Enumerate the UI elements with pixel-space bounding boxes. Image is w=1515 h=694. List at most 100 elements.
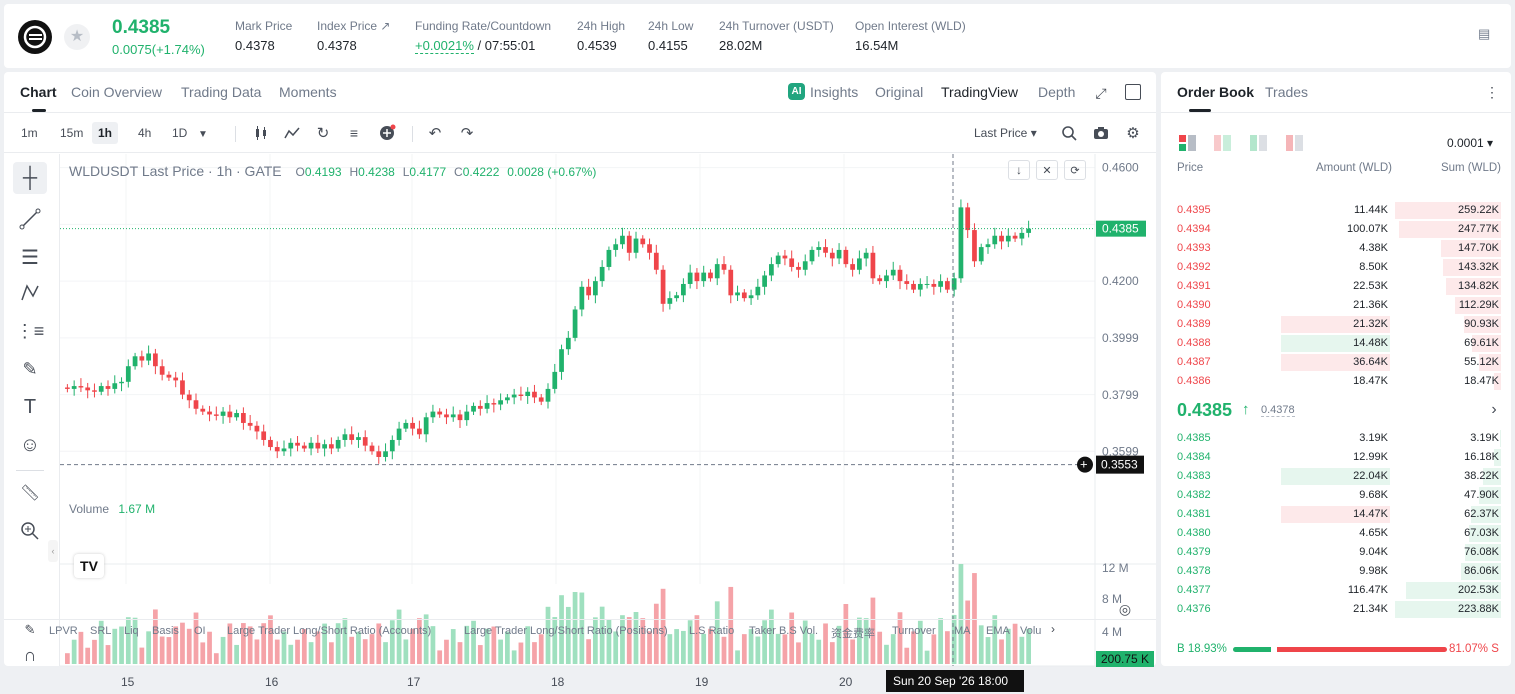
orderbook-row[interactable]: 0.4390 21.36K 112.29K bbox=[1161, 296, 1511, 315]
orderbook-row[interactable]: 0.4379 9.04K 76.08K bbox=[1161, 543, 1511, 562]
row-price: 0.4392 bbox=[1177, 261, 1211, 273]
orderbook-row[interactable]: 0.4385 3.19K 3.19K bbox=[1161, 429, 1511, 448]
window-icon[interactable] bbox=[1125, 84, 1141, 100]
view-tab-tradingview[interactable]: TradingView bbox=[941, 84, 1019, 100]
view-both-icon[interactable] bbox=[1179, 135, 1196, 151]
row-price: 0.4395 bbox=[1177, 204, 1211, 216]
orderbook-row[interactable]: 0.4378 9.98K 86.06K bbox=[1161, 562, 1511, 581]
fib-icon[interactable]: ⋮≡ bbox=[15, 320, 45, 341]
orderbook-row[interactable]: 0.4394 100.07K 247.77K bbox=[1161, 220, 1511, 239]
settings-circle-icon[interactable]: ◎ bbox=[1118, 600, 1132, 617]
interval-1h[interactable]: 1h bbox=[92, 122, 119, 144]
indicator-tab[interactable]: Large Trader Long/Short Ratio (Positions… bbox=[464, 625, 668, 637]
crosshair-icon[interactable]: ┼ bbox=[13, 162, 47, 194]
orderbook-row[interactable]: 0.4389 21.32K 90.93K bbox=[1161, 315, 1511, 334]
indicators-icon[interactable] bbox=[283, 124, 301, 142]
chevron-right-icon[interactable]: › bbox=[1491, 401, 1497, 418]
indicator-tab[interactable]: LPVR bbox=[49, 625, 78, 637]
orderbook-row[interactable]: 0.4377 116.47K 202.53K bbox=[1161, 581, 1511, 600]
tab-trading-data[interactable]: Trading Data bbox=[181, 84, 262, 100]
tab-moments[interactable]: Moments bbox=[279, 84, 337, 100]
tab-chart[interactable]: Chart bbox=[20, 84, 57, 100]
collapse-toolbar-icon[interactable]: ‹ bbox=[48, 540, 58, 562]
notes-icon[interactable]: ▤ bbox=[1478, 26, 1491, 41]
orderbook-row[interactable]: 0.4393 4.38K 147.70K bbox=[1161, 239, 1511, 258]
orderbook-row[interactable]: 0.4391 22.53K 134.82K bbox=[1161, 277, 1511, 296]
orderbook-row[interactable]: 0.4395 11.44K 259.22K bbox=[1161, 201, 1511, 220]
interval-15m[interactable]: 15m bbox=[60, 126, 84, 140]
add-indicator-icon[interactable] bbox=[378, 124, 396, 142]
price-type-select[interactable]: Last Price ▾ bbox=[974, 126, 1037, 140]
view-asks-icon[interactable] bbox=[1286, 135, 1303, 151]
row-sum: 47.90K bbox=[1464, 489, 1499, 501]
refresh-icon[interactable]: ↻ bbox=[316, 125, 330, 142]
favorite-star-icon[interactable]: ★ bbox=[64, 24, 90, 50]
orderbook-row[interactable]: 0.4382 9.68K 47.90K bbox=[1161, 486, 1511, 505]
precision-select[interactable]: 0.0001 ▾ bbox=[1447, 136, 1494, 150]
settings-gear-icon[interactable]: ⚙ bbox=[1126, 125, 1140, 142]
tab-trades[interactable]: Trades bbox=[1265, 84, 1309, 100]
indicator-tab[interactable]: MA bbox=[954, 625, 971, 637]
orderbook-row[interactable]: 0.4380 4.65K 67.03K bbox=[1161, 524, 1511, 543]
view-tab-insights[interactable]: Insights bbox=[810, 84, 859, 100]
indicator-tab[interactable]: EMA bbox=[986, 625, 1010, 637]
arrow-down-icon[interactable]: ↓ bbox=[1008, 160, 1030, 180]
row-price: 0.4394 bbox=[1177, 223, 1211, 235]
search-icon[interactable] bbox=[1060, 124, 1078, 142]
camera-icon[interactable] bbox=[1092, 124, 1110, 142]
indicator-tab[interactable]: OI bbox=[194, 625, 206, 637]
indicator-tab[interactable]: Liq bbox=[124, 625, 139, 637]
collapse-icon[interactable]: ✕ bbox=[1036, 160, 1058, 180]
orderbook-row[interactable]: 0.4387 36.64K 55.12K bbox=[1161, 353, 1511, 372]
view-tab-original[interactable]: Original bbox=[875, 84, 924, 100]
indicator-tab[interactable]: 资金费率 bbox=[831, 628, 875, 640]
view-mixed-icon[interactable] bbox=[1214, 135, 1231, 151]
volume-bar bbox=[153, 609, 158, 664]
orderbook-row[interactable]: 0.4376 21.34K 223.88K bbox=[1161, 600, 1511, 619]
orderbook-row[interactable]: 0.4383 22.04K 38.22K bbox=[1161, 467, 1511, 486]
orderbook-row[interactable]: 0.4392 8.50K 143.32K bbox=[1161, 258, 1511, 277]
view-tab-depth[interactable]: Depth bbox=[1038, 84, 1076, 100]
text-icon[interactable]: T bbox=[23, 395, 37, 418]
view-bids-icon[interactable] bbox=[1250, 135, 1267, 151]
candlestick-chart[interactable]: 0.4600 0.4200 0.3999 0.3799 0.3599 0.4385 0.35… bbox=[60, 154, 1156, 694]
tab-coin-overview[interactable]: Coin Overview bbox=[71, 84, 163, 100]
tab-order-book[interactable]: Order Book bbox=[1177, 84, 1255, 100]
emoji-icon[interactable]: ☺ bbox=[19, 433, 41, 456]
indicator-tab[interactable]: SRL bbox=[90, 625, 112, 637]
interval-1D[interactable]: 1D bbox=[172, 126, 188, 140]
expand-icon[interactable]: ⤢ bbox=[1095, 84, 1107, 101]
interval-1m[interactable]: 1m bbox=[21, 126, 38, 140]
redo-icon[interactable]: ↷ bbox=[460, 125, 474, 142]
interval-4h[interactable]: 4h bbox=[138, 126, 152, 140]
candle-type-icon[interactable] bbox=[252, 124, 270, 142]
orderbook-row[interactable]: 0.4381 14.47K 62.37K bbox=[1161, 505, 1511, 524]
orderbook-row[interactable]: 0.4384 12.99K 16.18K bbox=[1161, 448, 1511, 467]
zoom-in-icon[interactable] bbox=[17, 518, 43, 544]
orderbook-row[interactable]: 0.4388 14.48K 69.61K bbox=[1161, 334, 1511, 353]
magnet-icon[interactable]: ∩ bbox=[23, 644, 37, 665]
indicator-tab[interactable]: Turnover bbox=[892, 625, 936, 637]
trendline-icon[interactable] bbox=[17, 206, 43, 232]
volume-bar bbox=[1012, 623, 1018, 664]
templates-icon[interactable]: ≡ bbox=[349, 125, 359, 141]
horizontal-lines-icon[interactable]: ☰ bbox=[21, 246, 39, 269]
indicator-tab[interactable]: Large Trader Long/Short Ratio (Accounts) bbox=[227, 625, 432, 637]
chevron-down-icon[interactable]: ▼ bbox=[198, 128, 208, 140]
chevron-right-icon[interactable]: › bbox=[1051, 622, 1055, 636]
loop-icon[interactable]: ⟳ bbox=[1064, 160, 1086, 180]
pattern-icon[interactable] bbox=[17, 280, 43, 306]
indicator-tab[interactable]: Taker B.S Vol. bbox=[749, 625, 819, 637]
volume-bar bbox=[606, 619, 612, 664]
candle bbox=[972, 230, 977, 262]
edit-indicator-icon[interactable]: ✎ bbox=[24, 622, 36, 637]
indicator-tab[interactable]: Basis bbox=[152, 625, 179, 637]
brush-icon[interactable]: ✎ bbox=[22, 358, 38, 379]
more-options-icon[interactable]: ⋮ bbox=[1485, 83, 1499, 100]
orderbook-row[interactable]: 0.4386 18.47K 18.47K bbox=[1161, 372, 1511, 391]
ruler-icon[interactable]: 📏︎ bbox=[19, 485, 41, 502]
indicator-tab[interactable]: Volu bbox=[1020, 625, 1042, 637]
volume-bar bbox=[98, 620, 104, 664]
undo-icon[interactable]: ↶ bbox=[428, 125, 442, 142]
indicator-tab[interactable]: L.S Ratio bbox=[689, 625, 735, 637]
